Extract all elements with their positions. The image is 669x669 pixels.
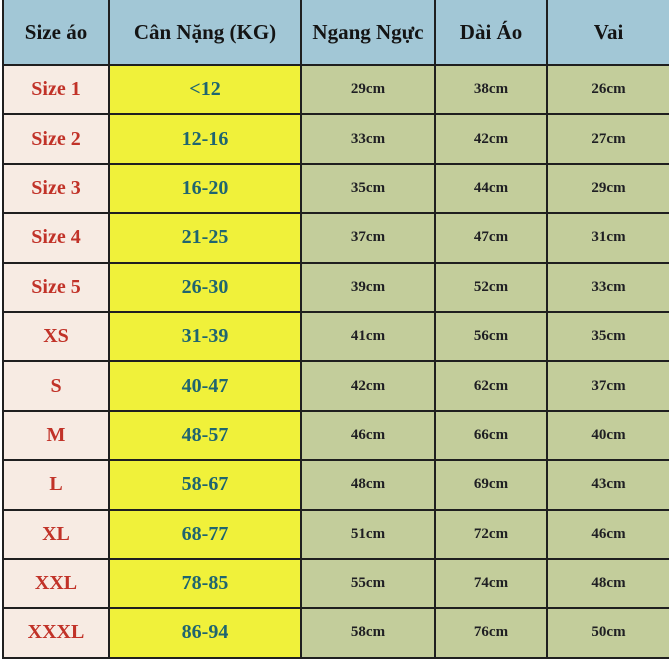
chest-cell: 37cm [302,214,434,262]
size-cell: Size 4 [4,214,108,262]
size-cell: XXXL [4,609,108,657]
col-header-shoulder: Vai [548,0,669,64]
length-cell: 52cm [436,263,546,311]
shoulder-cell: 26cm [548,66,669,114]
shoulder-cell: 31cm [548,214,669,262]
size-cell: L [4,461,108,509]
chest-cell: 58cm [302,609,434,657]
chest-cell: 42cm [302,362,434,410]
size-cell: Size 5 [4,263,108,311]
chest-cell: 46cm [302,411,434,460]
weight-cell: 21-25 [110,214,300,262]
length-cell: 62cm [436,362,546,410]
size-cell: XS [4,312,108,361]
size-cell: S [4,362,108,410]
col-header-weight: Cân Nặng (KG) [110,0,300,64]
chest-cell: 39cm [302,263,434,311]
size-cell: XXL [4,559,108,608]
weight-cell: 40-47 [110,362,300,410]
weight-cell: 68-77 [110,510,300,558]
chest-cell: 55cm [302,559,434,608]
size-cell: XL [4,510,108,558]
weight-cell: 86-94 [110,609,300,657]
chest-cell: 29cm [302,66,434,114]
length-cell: 38cm [436,66,546,114]
size-cell: Size 2 [4,115,108,163]
size-cell: M [4,411,108,460]
weight-cell: 26-30 [110,263,300,311]
chest-cell: 33cm [302,115,434,163]
col-header-size: Size áo [4,0,108,64]
shoulder-cell: 46cm [548,510,669,558]
weight-cell: 16-20 [110,164,300,213]
col-header-chest: Ngang Ngực [302,0,434,64]
shoulder-cell: 37cm [548,362,669,410]
length-cell: 74cm [436,559,546,608]
shoulder-cell: 35cm [548,312,669,361]
col-header-length: Dài Áo [436,0,546,64]
length-cell: 66cm [436,411,546,460]
length-cell: 44cm [436,164,546,213]
length-cell: 42cm [436,115,546,163]
chest-cell: 51cm [302,510,434,558]
weight-cell: 12-16 [110,115,300,163]
weight-cell: <12 [110,66,300,114]
weight-cell: 48-57 [110,411,300,460]
length-cell: 69cm [436,461,546,509]
chest-cell: 35cm [302,164,434,213]
shoulder-cell: 33cm [548,263,669,311]
length-cell: 72cm [436,510,546,558]
shoulder-cell: 50cm [548,609,669,657]
shoulder-cell: 48cm [548,559,669,608]
size-cell: Size 3 [4,164,108,213]
weight-cell: 78-85 [110,559,300,608]
length-cell: 56cm [436,312,546,361]
chest-cell: 48cm [302,461,434,509]
shoulder-cell: 43cm [548,461,669,509]
size-cell: Size 1 [4,66,108,114]
shoulder-cell: 29cm [548,164,669,213]
shoulder-cell: 27cm [548,115,669,163]
shoulder-cell: 40cm [548,411,669,460]
weight-cell: 58-67 [110,461,300,509]
weight-cell: 31-39 [110,312,300,361]
length-cell: 47cm [436,214,546,262]
length-cell: 76cm [436,609,546,657]
chest-cell: 41cm [302,312,434,361]
